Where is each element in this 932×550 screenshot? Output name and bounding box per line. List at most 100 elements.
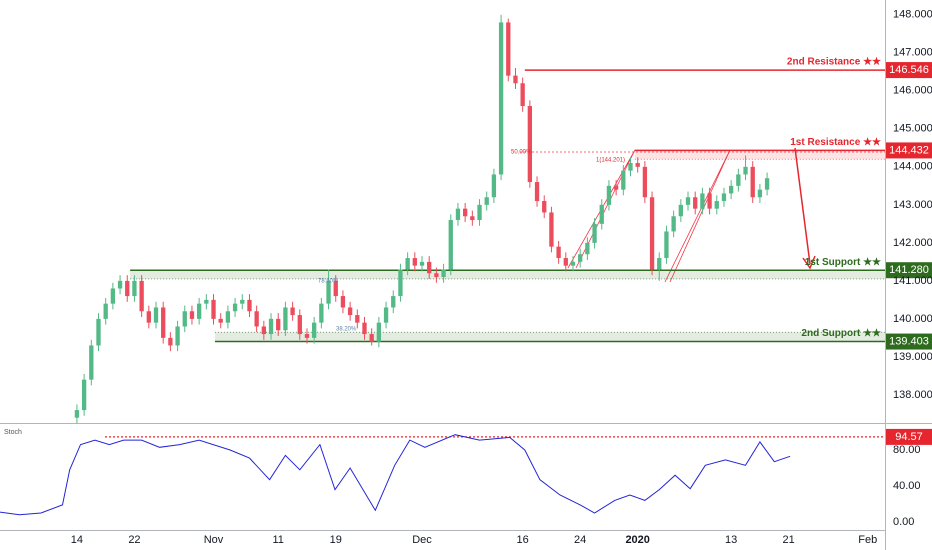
candle-body — [175, 326, 180, 346]
x-tick-label: 14 — [71, 534, 83, 546]
candle-body — [570, 261, 576, 266]
candle-body — [189, 311, 195, 319]
candle-body — [333, 280, 338, 297]
candle-body — [204, 299, 209, 304]
candle-body — [347, 307, 353, 316]
candle-body — [750, 166, 755, 198]
candle-body — [693, 197, 698, 209]
candle-body — [477, 204, 482, 221]
y-tick-label: 148.000 — [893, 9, 932, 21]
candle-body — [261, 326, 267, 335]
candle-body — [276, 318, 281, 331]
x-tick-label: Feb — [858, 534, 877, 546]
candle-body — [211, 299, 216, 319]
candle-body — [498, 22, 504, 175]
candle-body — [657, 258, 662, 270]
candle-body — [419, 261, 425, 266]
candle-body — [125, 280, 130, 297]
candle-body — [161, 307, 166, 338]
y-tick-label: 139.000 — [893, 351, 932, 363]
arrow-head — [802, 255, 816, 270]
candle-body — [484, 197, 489, 205]
level-price: 146.546 — [889, 64, 929, 76]
candle-body — [685, 197, 691, 205]
y-tick-label: 141.000 — [893, 275, 932, 287]
candle-body — [355, 315, 360, 323]
candle-body — [455, 208, 461, 221]
y-tick-label: 143.000 — [893, 199, 932, 211]
candle-body — [232, 303, 238, 312]
candle-body — [240, 299, 245, 304]
candle-body — [312, 322, 317, 338]
y-tick-label: 0.00 — [893, 516, 914, 528]
candle-body — [153, 307, 159, 323]
candle-body — [117, 280, 123, 289]
x-tick-label: 24 — [574, 534, 586, 546]
candle-body — [462, 208, 468, 217]
candle-body — [427, 261, 432, 274]
candle-body — [391, 296, 396, 308]
candle-body — [110, 288, 116, 304]
y-tick-label: 140.000 — [893, 313, 932, 325]
x-tick-label: 2020 — [625, 534, 649, 546]
x-tick-label: 22 — [128, 534, 140, 546]
candle-body — [714, 201, 719, 209]
candle-body — [728, 185, 734, 194]
candle-body — [139, 280, 144, 312]
y-tick-label: 142.000 — [893, 237, 932, 249]
candle-body — [628, 163, 633, 171]
level-name: 2nd Resistance ★★ — [787, 57, 881, 68]
candle-body — [168, 337, 173, 346]
candle-body — [103, 303, 108, 319]
candle-body — [527, 106, 533, 183]
candle-body — [491, 174, 497, 198]
candle-body — [678, 204, 683, 217]
candle-body — [549, 212, 554, 247]
candle-body — [606, 185, 612, 205]
candle-body — [592, 223, 597, 243]
level-price-box — [886, 333, 932, 350]
y-tick-label: 138.000 — [893, 389, 932, 401]
candle-body — [578, 254, 583, 262]
level-price-box — [886, 62, 932, 79]
candle-body — [304, 334, 310, 338]
fib-label: 1(144.201) — [596, 158, 625, 164]
candle-body — [448, 220, 453, 270]
candle-body — [520, 83, 525, 107]
candle-body — [743, 166, 748, 175]
level-zone — [214, 332, 886, 342]
candle-body — [513, 75, 518, 84]
y-tick-label: 40.00 — [893, 480, 921, 492]
candle-body — [700, 193, 705, 209]
candle-body — [671, 216, 676, 232]
candle-body — [218, 318, 223, 323]
candle-body — [757, 189, 763, 198]
candle-body — [405, 258, 410, 270]
candle-body — [434, 273, 439, 278]
level-price: 144.432 — [889, 144, 929, 156]
candle-body — [563, 258, 568, 266]
candle-body — [506, 22, 511, 76]
candle-body — [635, 163, 640, 167]
x-tick-label: Dec — [412, 534, 432, 546]
candle-body — [585, 242, 590, 255]
level-price: 94.57 — [895, 431, 923, 443]
candle-body — [319, 303, 324, 323]
candle-body — [642, 166, 648, 198]
fib-label: 38.20% — [336, 327, 357, 333]
arrow — [794, 147, 816, 270]
candle-body — [470, 216, 475, 221]
candle-body — [556, 246, 561, 259]
level-price-box — [886, 142, 932, 159]
candle-body — [96, 318, 101, 346]
candle-body — [89, 345, 94, 380]
candle-body — [362, 322, 367, 335]
candle-body — [132, 280, 137, 297]
y-tick-label: 144.000 — [893, 161, 932, 173]
candle-body — [664, 231, 669, 259]
candle-body — [764, 178, 770, 190]
x-tick-label: 13 — [725, 534, 737, 546]
candle-body — [196, 303, 202, 319]
x-tick-label: Nov — [204, 534, 224, 546]
